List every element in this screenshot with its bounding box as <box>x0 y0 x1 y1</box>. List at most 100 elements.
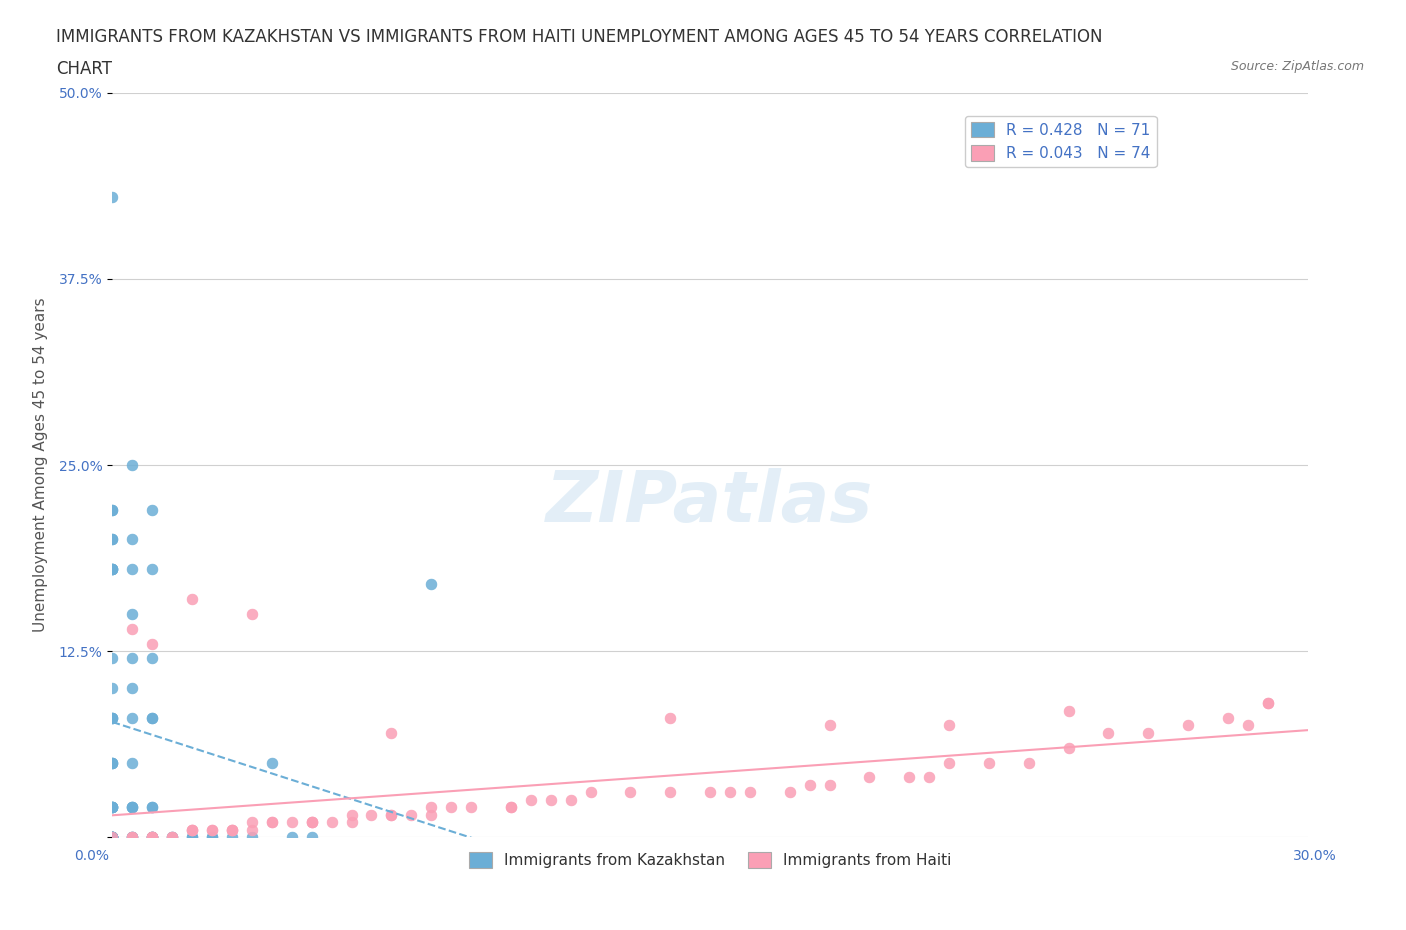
Text: 30.0%: 30.0% <box>1292 849 1337 863</box>
Point <box>918 770 941 785</box>
Point <box>1137 725 1160 740</box>
Point <box>1057 740 1080 755</box>
Point <box>101 800 124 815</box>
Point <box>818 777 841 792</box>
Point <box>818 718 841 733</box>
Point <box>101 800 124 815</box>
Text: IMMIGRANTS FROM KAZAKHSTAN VS IMMIGRANTS FROM HAITI UNEMPLOYMENT AMONG AGES 45 T: IMMIGRANTS FROM KAZAKHSTAN VS IMMIGRANTS… <box>56 28 1102 46</box>
Point <box>141 830 163 844</box>
Point <box>201 830 224 844</box>
Point <box>101 830 124 844</box>
Point <box>181 822 204 837</box>
Point <box>301 815 323 830</box>
Y-axis label: Unemployment Among Ages 45 to 54 years: Unemployment Among Ages 45 to 54 years <box>32 298 48 632</box>
Point <box>181 591 204 606</box>
Point <box>420 577 443 591</box>
Point <box>101 755 124 770</box>
Point <box>101 562 124 577</box>
Point <box>101 830 124 844</box>
Point <box>121 621 143 636</box>
Point <box>121 532 143 547</box>
Point <box>101 830 124 844</box>
Point <box>101 502 124 517</box>
Point <box>799 777 821 792</box>
Point <box>101 800 124 815</box>
Point <box>141 800 163 815</box>
Point <box>201 822 224 837</box>
Legend: Immigrants from Kazakhstan, Immigrants from Haiti: Immigrants from Kazakhstan, Immigrants f… <box>463 845 957 874</box>
Point <box>260 755 283 770</box>
Point <box>101 562 124 577</box>
Point <box>938 718 960 733</box>
Point <box>221 822 243 837</box>
Point <box>141 562 163 577</box>
Point <box>121 830 143 844</box>
Point <box>659 785 682 800</box>
Point <box>340 807 363 822</box>
Point <box>121 606 143 621</box>
Point <box>141 636 163 651</box>
Point <box>141 830 163 844</box>
Point <box>401 807 423 822</box>
Point <box>1097 725 1119 740</box>
Point <box>141 830 163 844</box>
Point <box>619 785 641 800</box>
Point <box>301 815 323 830</box>
Point <box>1216 711 1239 725</box>
Point <box>101 755 124 770</box>
Point <box>420 807 443 822</box>
Point <box>360 807 382 822</box>
Point <box>162 830 183 844</box>
Point <box>121 830 143 844</box>
Point <box>181 830 204 844</box>
Point <box>121 800 143 815</box>
Point <box>1257 696 1279 711</box>
Point <box>101 830 124 844</box>
Point <box>101 830 124 844</box>
Point <box>121 651 143 666</box>
Point <box>141 651 163 666</box>
Point <box>121 830 143 844</box>
Point <box>101 532 124 547</box>
Point <box>101 711 124 725</box>
Point <box>121 458 143 472</box>
Point <box>121 800 143 815</box>
Point <box>1018 755 1040 770</box>
Point <box>101 562 124 577</box>
Point <box>499 800 522 815</box>
Point <box>240 815 263 830</box>
Point <box>779 785 801 800</box>
Point <box>240 822 263 837</box>
Point <box>121 830 143 844</box>
Point <box>260 815 283 830</box>
Point <box>460 800 482 815</box>
Point <box>699 785 721 800</box>
Point <box>101 830 124 844</box>
Point <box>101 830 124 844</box>
Point <box>101 502 124 517</box>
Point <box>162 830 183 844</box>
Point <box>101 830 124 844</box>
Point <box>301 830 323 844</box>
Point <box>101 681 124 696</box>
Point <box>221 830 243 844</box>
Point <box>301 815 323 830</box>
Point <box>141 830 163 844</box>
Point <box>181 822 204 837</box>
Point <box>738 785 761 800</box>
Point <box>101 800 124 815</box>
Point <box>121 755 143 770</box>
Text: ZIPatlas: ZIPatlas <box>547 468 873 537</box>
Point <box>380 807 402 822</box>
Point <box>121 830 143 844</box>
Point <box>121 711 143 725</box>
Point <box>101 562 124 577</box>
Point <box>540 792 562 807</box>
Text: Source: ZipAtlas.com: Source: ZipAtlas.com <box>1230 60 1364 73</box>
Point <box>101 711 124 725</box>
Point <box>141 711 163 725</box>
Point <box>141 800 163 815</box>
Point <box>101 755 124 770</box>
Point <box>260 815 283 830</box>
Point <box>520 792 543 807</box>
